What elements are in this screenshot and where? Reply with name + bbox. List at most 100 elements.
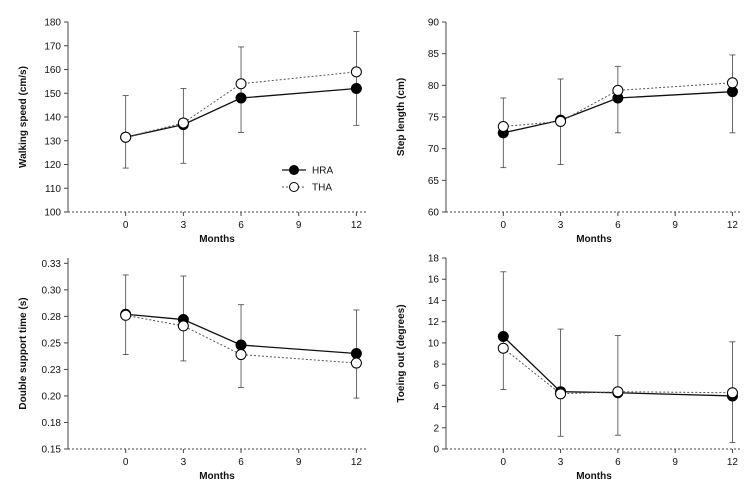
data-point-hra <box>497 331 509 343</box>
y-tick-label: 120 <box>44 160 61 171</box>
y-tick-label: 0 <box>433 445 439 456</box>
data-point-tha <box>350 66 362 78</box>
x-tick-label: 9 <box>296 220 302 231</box>
series-line-hra <box>125 313 357 355</box>
x-tick-label: 3 <box>181 457 187 468</box>
y-tick-label: 4 <box>433 402 439 413</box>
data-point-tha <box>497 342 509 354</box>
data-point-hra <box>350 83 362 94</box>
data-point-tha <box>497 121 509 132</box>
y-tick-label: 0.18 <box>42 418 62 429</box>
x-tick-label: 9 <box>296 457 302 468</box>
y-tick-label: 100 <box>44 208 61 219</box>
y-tick-label: 180 <box>44 18 61 29</box>
x-tick-label: 6 <box>615 457 621 468</box>
x-tick-label: 0 <box>501 220 507 231</box>
data-point-tha <box>177 320 189 332</box>
y-tick-label: 65 <box>428 176 440 187</box>
y-tick-label: 130 <box>44 136 61 147</box>
data-point-tha <box>555 115 567 127</box>
x-tick-label: 6 <box>238 457 244 468</box>
data-point-tha <box>555 388 567 400</box>
y-tick-label: 75 <box>428 113 440 124</box>
y-tick-label: 16 <box>428 275 440 286</box>
series-line-tha <box>125 314 357 364</box>
x-tick-label: 9 <box>672 457 678 468</box>
y-tick-label: 6 <box>433 381 439 392</box>
y-tick-label: 14 <box>428 296 440 307</box>
y-tick-label: 18 <box>428 254 440 265</box>
data-point-tha <box>612 84 624 96</box>
chart-panel-3: 0.15 0.18 0.20 0.23 0.25 0.28 0.30 0.33 0 3 6 9 12 Mo… <box>18 258 366 482</box>
x-tick-label: 0 <box>123 220 129 231</box>
chart-panel-2: 60 65 70 75 80 85 90 0 3 6 9 12 Months Step length (c… <box>396 18 742 245</box>
legend: HRA THA <box>282 165 333 194</box>
legend-label-tha: THA <box>312 183 332 194</box>
data-point-tha <box>726 77 738 89</box>
y-tick-label: 0.30 <box>42 285 62 296</box>
x-tick-label: 12 <box>351 220 363 231</box>
y-tick-label: 0.33 <box>42 259 62 270</box>
series-line-tha <box>502 347 733 395</box>
x-tick-label: 0 <box>501 457 507 468</box>
y-axis-label: Double support time (s) <box>18 297 29 409</box>
y-tick-label: 0.15 <box>42 445 62 456</box>
y-tick-label: 150 <box>44 89 61 100</box>
x-tick-label: 12 <box>351 457 363 468</box>
y-tick-label: 0.28 <box>42 312 62 323</box>
x-tick-label: 3 <box>181 220 187 231</box>
data-point-hra <box>235 92 247 104</box>
y-tick-label: 2 <box>433 423 439 434</box>
x-tick-label: 12 <box>727 220 739 231</box>
legend-marker <box>289 165 299 175</box>
series-line-tha <box>125 71 357 138</box>
x-axis-label: Months <box>199 234 235 245</box>
y-tick-label: 0.20 <box>42 391 62 402</box>
x-tick-label: 3 <box>558 220 564 231</box>
x-axis-label: Months <box>576 234 612 245</box>
x-tick-label: 6 <box>238 220 244 231</box>
series-line-hra <box>503 91 733 134</box>
y-tick-label: 0.23 <box>42 365 62 376</box>
data-point-tha <box>726 387 738 399</box>
y-axis-label: Walking speed (cm/s) <box>18 66 29 168</box>
y-tick-label: 12 <box>428 317 440 328</box>
chart-panel-1: 100 110 120 130 140 150 160 170 180 0 3 6 9 12 Months W… <box>18 18 366 245</box>
series-line-hra <box>502 336 733 397</box>
x-axis-label: Months <box>576 471 612 482</box>
y-tick-label: 0.25 <box>42 338 62 349</box>
y-tick-label: 110 <box>45 184 61 195</box>
x-tick-label: 6 <box>615 220 621 231</box>
x-axis-label: Months <box>199 471 235 482</box>
data-point-hra <box>235 339 247 351</box>
y-tick-label: 160 <box>44 65 61 76</box>
legend-label-hra: HRA <box>312 166 333 177</box>
y-tick-label: 170 <box>44 41 61 52</box>
x-tick-label: 12 <box>727 457 739 468</box>
y-tick-label: 10 <box>428 338 440 349</box>
x-tick-label: 9 <box>672 220 678 231</box>
chart-panel-4: 0 2 4 6 8 10 12 14 16 18 0 3 6 9 12 Months Toeing out (d… <box>396 254 742 482</box>
data-point-tha <box>120 131 132 143</box>
data-point-tha <box>350 357 362 369</box>
y-axis-label: Step length (cm) <box>396 78 407 156</box>
x-tick-label: 3 <box>558 457 564 468</box>
series-line-hra <box>125 87 357 138</box>
y-tick-label: 8 <box>433 360 439 371</box>
y-tick-label: 60 <box>428 208 440 219</box>
data-point-hra <box>350 348 362 359</box>
series-line-tha <box>503 82 733 127</box>
data-point-tha <box>177 117 189 129</box>
data-point-tha <box>235 78 247 90</box>
data-point-tha <box>120 309 132 321</box>
x-tick-label: 0 <box>123 457 129 468</box>
y-tick-label: 85 <box>428 49 440 60</box>
legend-marker <box>289 182 299 192</box>
data-point-tha <box>612 386 624 398</box>
y-tick-label: 80 <box>428 81 440 92</box>
y-tick-label: 70 <box>428 144 440 155</box>
y-axis-label: Toeing out (degrees) <box>396 304 407 402</box>
y-tick-label: 140 <box>44 113 61 124</box>
y-tick-label: 90 <box>428 18 440 29</box>
